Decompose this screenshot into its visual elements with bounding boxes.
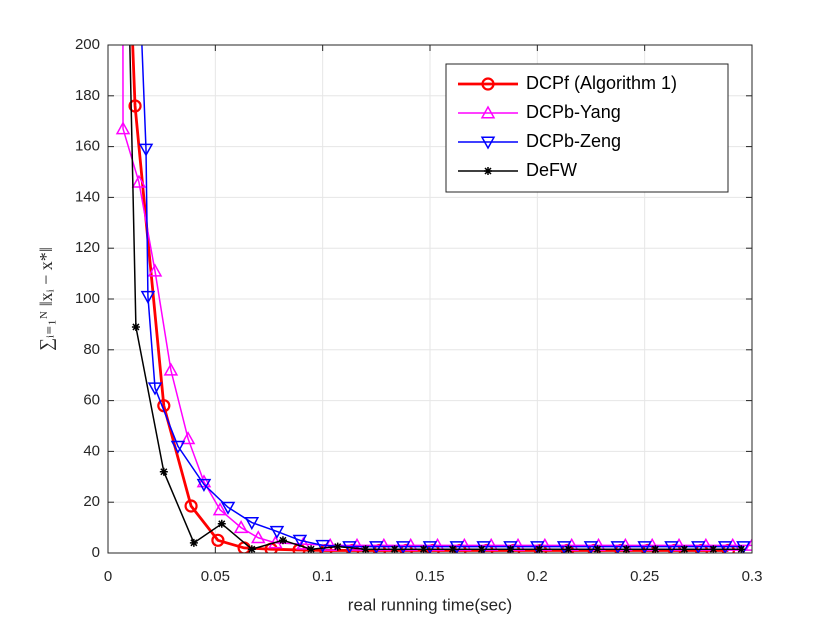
axes-box — [107, 44, 753, 554]
x-tick-label: 0.15 — [415, 568, 444, 585]
marker — [138, 143, 154, 157]
marker — [680, 545, 689, 553]
x-tick-label: 0.2 — [527, 568, 548, 585]
plot-series — [115, 45, 752, 553]
marker — [691, 541, 706, 553]
marker — [535, 545, 544, 553]
marker — [477, 545, 486, 553]
y-tick-label: 60 — [83, 392, 100, 409]
y-tick-label: 160 — [75, 138, 100, 155]
marker — [189, 538, 198, 547]
marker — [395, 541, 411, 553]
series-line — [122, 45, 752, 547]
marker — [651, 545, 660, 553]
marker — [583, 541, 599, 553]
marker — [476, 541, 491, 553]
marker — [159, 467, 168, 476]
marker — [147, 382, 163, 396]
marker — [422, 541, 438, 553]
marker — [128, 99, 142, 113]
marker — [622, 545, 631, 553]
marker — [140, 290, 156, 305]
marker — [610, 541, 626, 553]
marker — [709, 545, 718, 553]
x-tick-label: 0.1 — [312, 568, 333, 585]
marker — [664, 541, 679, 553]
legend-label: DCPb-Yang — [526, 102, 621, 122]
legend-marker — [481, 77, 495, 91]
marker — [737, 545, 746, 553]
marker — [212, 502, 228, 516]
marker — [131, 174, 147, 188]
marker — [233, 520, 249, 534]
legend-label: DCPf (Algorithm 1) — [526, 73, 677, 93]
marker — [448, 545, 457, 553]
marker — [196, 478, 212, 492]
marker — [296, 536, 311, 550]
x-tick-label: 0.3 — [742, 568, 763, 585]
y-tick-label: 0 — [92, 544, 100, 561]
marker — [744, 537, 752, 551]
marker — [369, 541, 384, 553]
marker — [333, 542, 342, 551]
marker — [637, 541, 652, 553]
marker — [564, 545, 573, 553]
legend-label: DCPb-Zeng — [526, 131, 621, 151]
y-tick-label: 140 — [75, 188, 100, 205]
marker — [244, 516, 260, 531]
y-tick-label: 40 — [83, 442, 100, 459]
legend-label: DeFW — [526, 160, 577, 180]
marker — [390, 545, 399, 553]
marker — [247, 545, 256, 553]
marker — [292, 534, 308, 548]
y-tick-label: 180 — [75, 87, 100, 104]
marker — [180, 431, 196, 445]
marker — [307, 545, 316, 553]
x-tick-label: 0.05 — [201, 568, 230, 585]
marker — [419, 545, 428, 553]
series-line — [141, 45, 744, 548]
y-tick-label: 100 — [75, 290, 100, 307]
marker — [361, 545, 370, 553]
marker — [530, 541, 545, 553]
marker — [220, 501, 236, 515]
y-tick-label: 80 — [83, 341, 100, 358]
marker — [315, 539, 330, 553]
marker — [506, 545, 515, 553]
marker — [593, 545, 602, 553]
marker — [269, 525, 285, 539]
legend-marker — [484, 167, 492, 175]
legend-marker — [480, 136, 496, 150]
marker — [184, 499, 198, 513]
y-tick-label: 20 — [83, 493, 100, 510]
marker — [147, 263, 163, 277]
y-tick-label: 200 — [75, 36, 100, 53]
marker — [278, 536, 287, 545]
marker — [115, 121, 131, 135]
x-tick-label: 0.25 — [630, 568, 659, 585]
marker — [736, 541, 751, 553]
marker — [163, 362, 179, 376]
marker — [217, 519, 226, 528]
marker — [717, 541, 733, 553]
marker — [250, 530, 266, 544]
y-axis-label: ∑ᵢ₌₁ᴺ ‖xᵢ − x*‖ — [36, 247, 56, 351]
marker — [211, 533, 225, 547]
marker — [170, 440, 186, 454]
marker — [131, 322, 140, 331]
x-axis-label: real running time(sec) — [348, 595, 512, 614]
x-tick-label: 0 — [104, 568, 112, 585]
y-tick-label: 120 — [75, 239, 100, 256]
legend-marker — [480, 105, 496, 119]
